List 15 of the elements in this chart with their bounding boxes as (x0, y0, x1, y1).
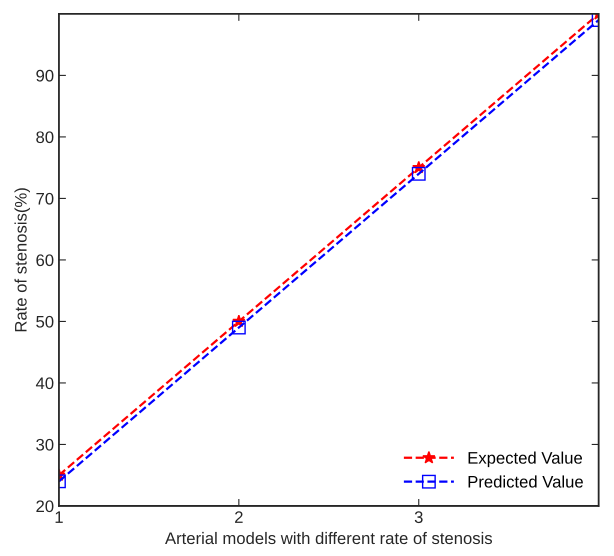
x-axis-title: Arterial models with different rate of stenosis (165, 532, 492, 544)
x-tick-label: 2 (235, 511, 243, 523)
legend-label: Expected Value (468, 452, 582, 468)
y-axis-title: Rate of stenosis(%) (14, 188, 30, 332)
legend-label: Predicted Value (468, 475, 583, 488)
y-tick-label: 90 (36, 70, 54, 82)
y-tick-label: 60 (36, 254, 54, 266)
y-tick-label: 80 (36, 131, 54, 144)
y-tick-label: 70 (36, 192, 54, 205)
y-tick-label: 40 (36, 377, 54, 390)
y-tick-label: 20 (36, 500, 54, 512)
x-tick-label: 1 (56, 511, 63, 523)
y-tick-label: 30 (36, 438, 54, 451)
y-tick-label: 50 (36, 316, 54, 328)
x-tick-label: 3 (414, 511, 423, 524)
